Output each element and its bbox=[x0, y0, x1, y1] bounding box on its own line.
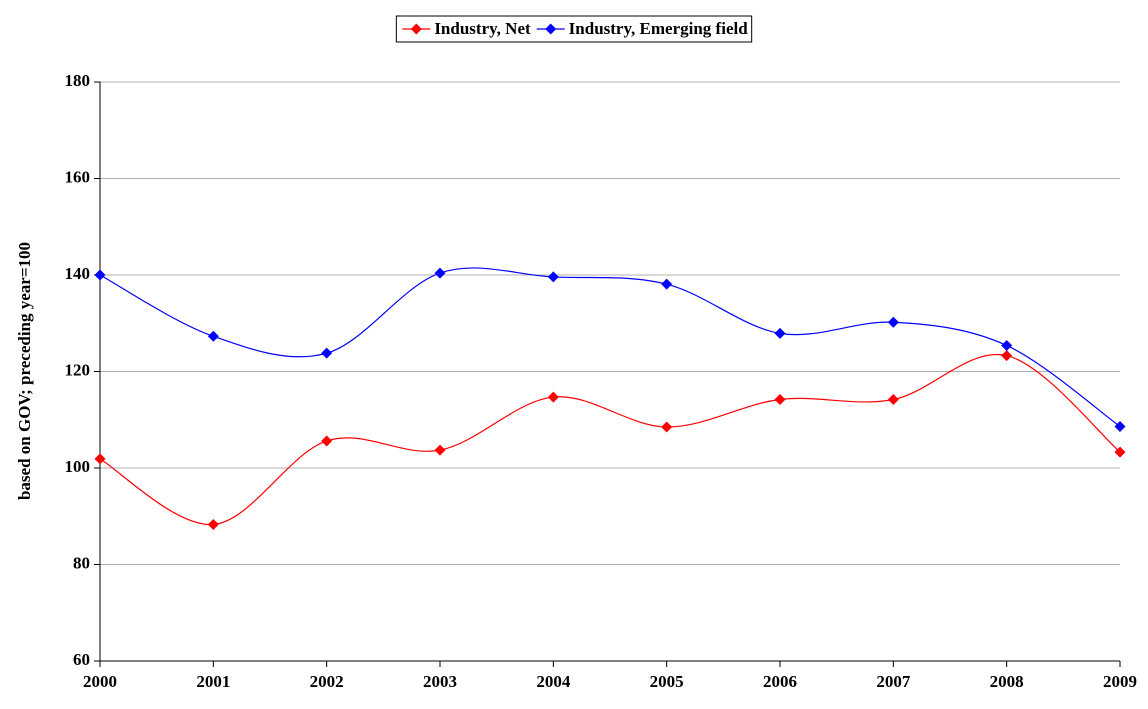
marker bbox=[1114, 446, 1126, 458]
x-tick-label: 2006 bbox=[763, 672, 797, 691]
y-tick-label: 180 bbox=[65, 71, 91, 90]
legend-label: Industry, Emerging field bbox=[569, 19, 749, 38]
y-tick-label: 100 bbox=[65, 457, 91, 476]
legend-item: Industry, Emerging field bbox=[536, 19, 749, 38]
marker bbox=[207, 330, 219, 342]
marker bbox=[434, 267, 446, 279]
x-tick-label: 2003 bbox=[423, 672, 457, 691]
marker bbox=[94, 453, 106, 465]
marker bbox=[94, 269, 106, 281]
y-axis-label: based on GOV; preceding year=100 bbox=[15, 242, 34, 500]
legend-label: Industry, Net bbox=[434, 19, 531, 38]
legend-marker bbox=[410, 23, 422, 35]
marker bbox=[321, 347, 333, 359]
legend: Industry, Net Industry, Emerging field bbox=[395, 15, 753, 43]
x-tick-label: 2005 bbox=[650, 672, 684, 691]
y-tick-label: 60 bbox=[73, 650, 90, 669]
series-line bbox=[99, 353, 1121, 526]
marker bbox=[661, 278, 673, 290]
legend-marker bbox=[545, 23, 557, 35]
legend-item: Industry, Net bbox=[402, 19, 531, 38]
marker bbox=[434, 444, 446, 456]
legend-box bbox=[395, 15, 753, 43]
marker bbox=[1114, 421, 1126, 433]
marker bbox=[1001, 339, 1013, 351]
marker bbox=[207, 518, 219, 530]
marker bbox=[321, 435, 333, 447]
marker bbox=[547, 391, 559, 403]
x-tick-label: 2007 bbox=[876, 672, 911, 691]
series-line bbox=[99, 267, 1121, 427]
x-tick-label: 2004 bbox=[536, 672, 571, 691]
x-tick-label: 2000 bbox=[83, 672, 117, 691]
marker bbox=[547, 271, 559, 283]
x-tick-label: 2002 bbox=[310, 672, 344, 691]
marker bbox=[887, 393, 899, 405]
y-tick-label: 120 bbox=[65, 360, 91, 379]
marker bbox=[661, 421, 673, 433]
y-tick-label: 160 bbox=[65, 167, 91, 186]
marker bbox=[774, 327, 786, 339]
y-tick-label: 80 bbox=[73, 553, 90, 572]
marker bbox=[774, 393, 786, 405]
y-tick-label: 140 bbox=[65, 264, 91, 283]
marker bbox=[1001, 350, 1013, 362]
marker bbox=[887, 316, 899, 328]
x-tick-label: 2001 bbox=[196, 672, 230, 691]
x-tick-label: 2008 bbox=[990, 672, 1024, 691]
x-tick-label: 2009 bbox=[1103, 672, 1137, 691]
